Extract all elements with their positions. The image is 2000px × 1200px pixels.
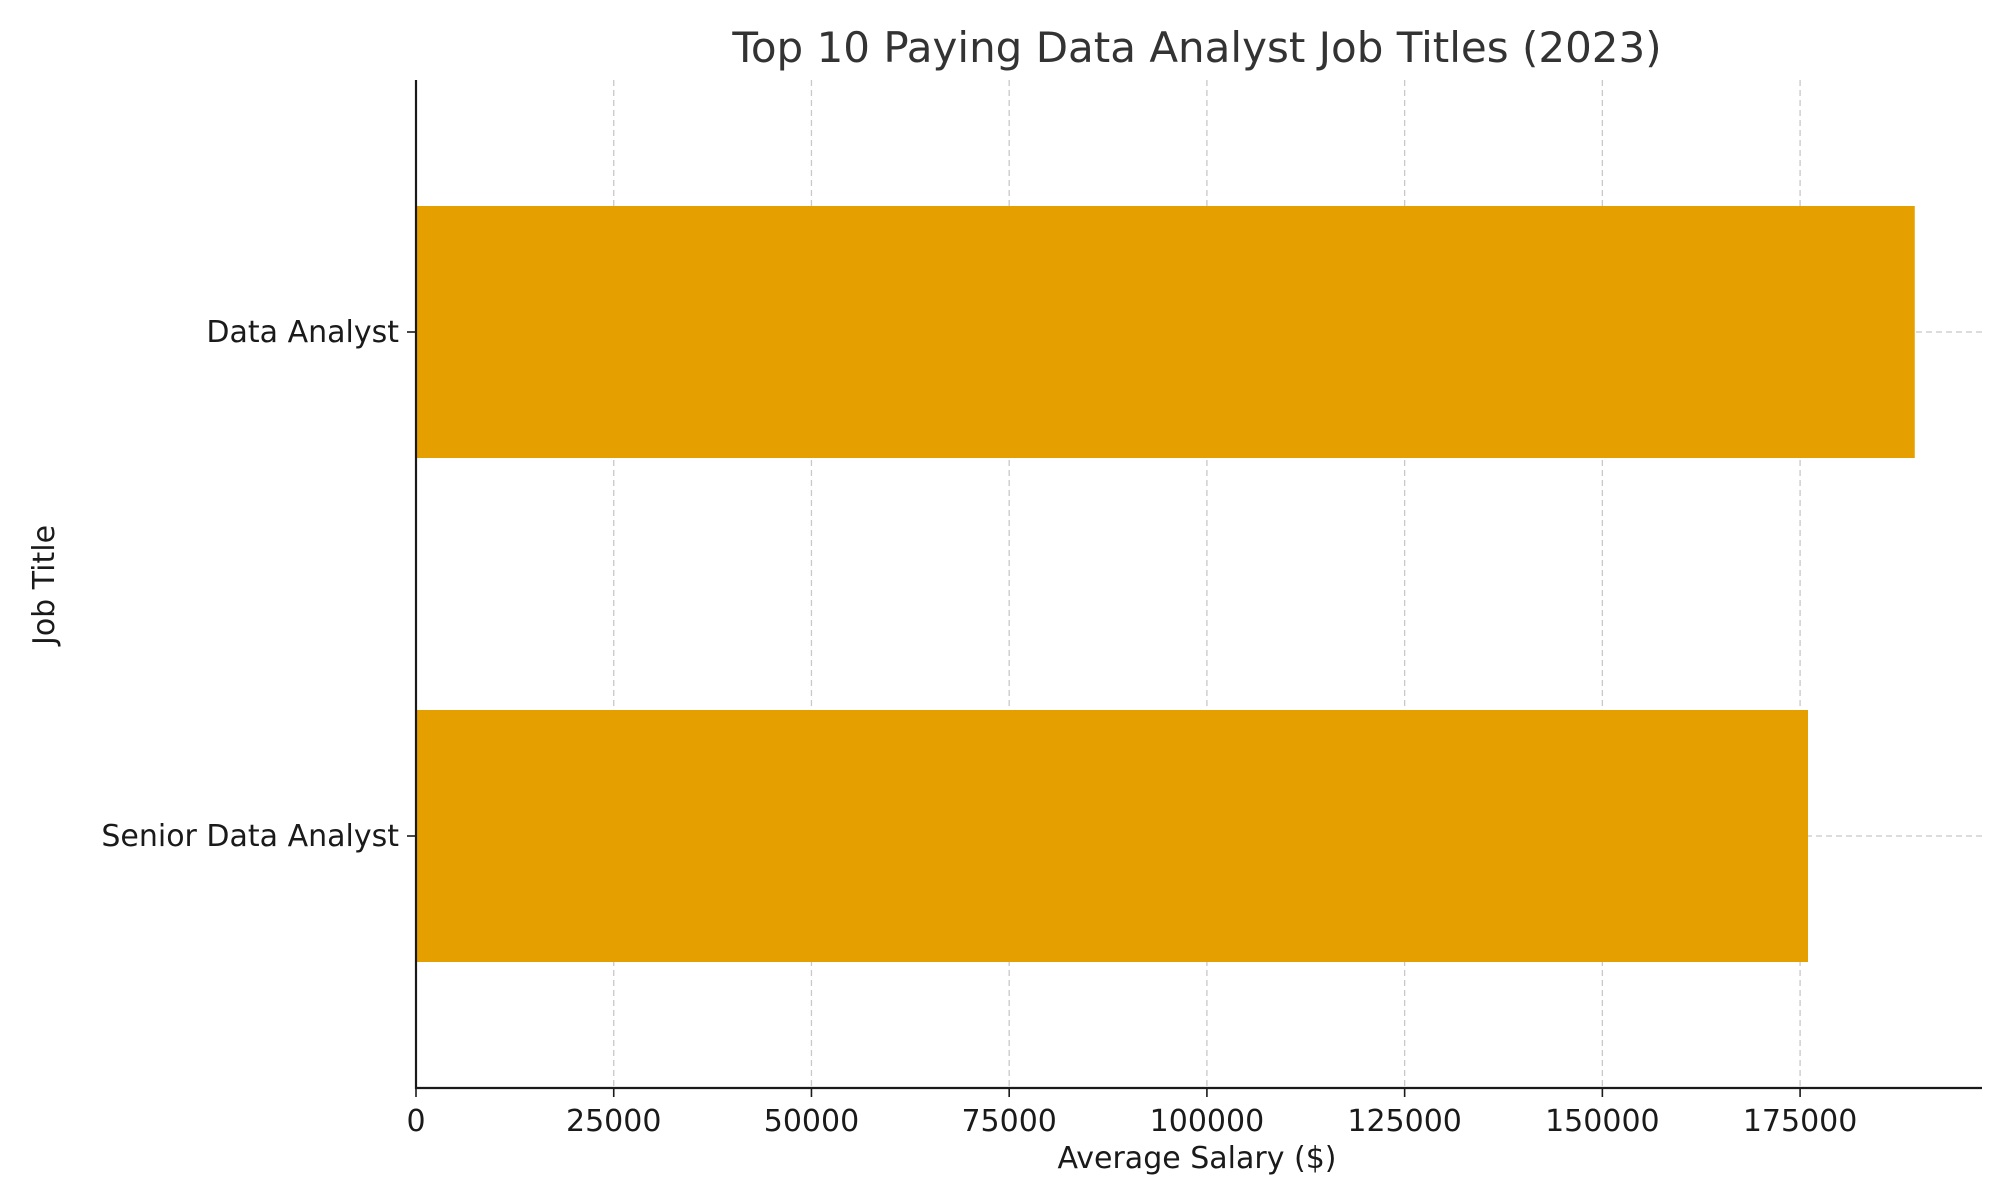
x-tick-label: 75000 [961,1104,1056,1139]
x-tick-label: 125000 [1347,1104,1462,1139]
bars [416,206,1915,962]
x-tick-label: 50000 [764,1104,859,1139]
x-tick-label: 25000 [566,1104,661,1139]
bar [416,710,1808,962]
chart-title: Top 10 Paying Data Analyst Job Titles (2… [731,23,1661,72]
x-tick-label: 100000 [1150,1104,1265,1139]
bar [416,206,1915,458]
axes [407,80,1982,1097]
x-tick-label: 175000 [1743,1104,1858,1139]
y-tick-label: Data Analyst [206,315,399,350]
tick-labels: 0 25000 50000 75000 100000 125000 150000 175000… [101,315,1857,1139]
y-axis-label: Job Title [27,525,62,647]
x-tick-label: 150000 [1545,1104,1660,1139]
x-tick-label: 0 [406,1104,425,1139]
x-axis-label: Average Salary ($) [1058,1141,1337,1176]
y-tick-label: Senior Data Analyst [101,819,399,854]
